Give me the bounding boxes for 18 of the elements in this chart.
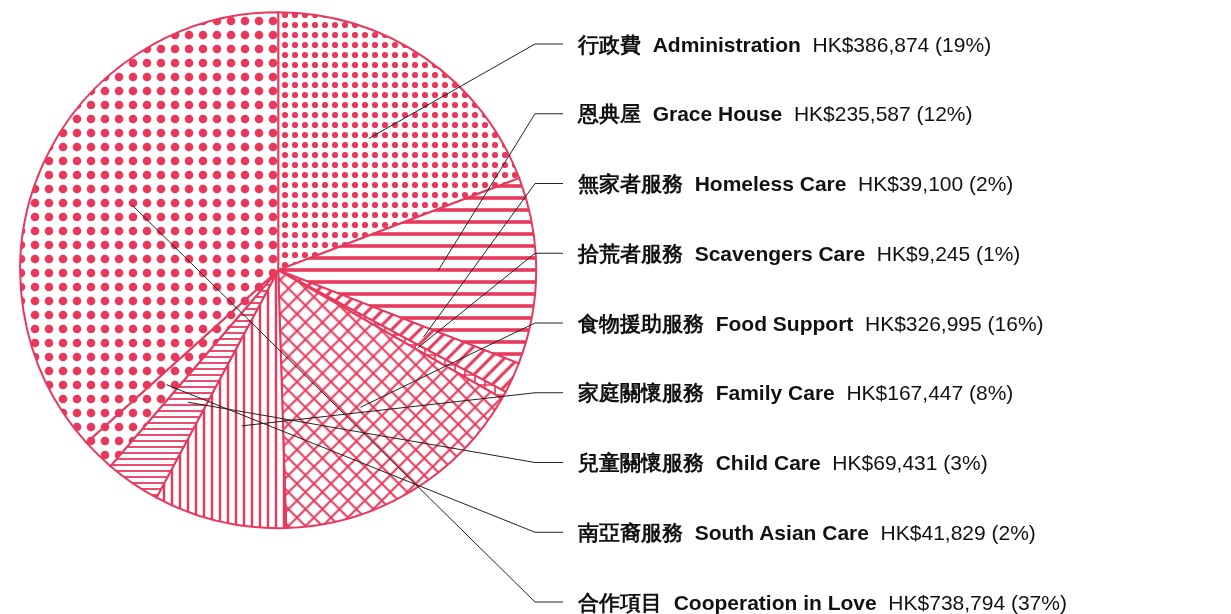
slice-label: 無家者服務 Homeless Care — [577, 172, 847, 195]
data-label: HK$326,995 (16%) — [864, 312, 1044, 335]
slice-label: 合作項目 Cooperation in Love — [577, 591, 877, 614]
data-label: HK$41,829 (2%) — [880, 521, 1036, 544]
slice-label: 兒童關懷服務 Child Care — [577, 451, 821, 474]
slice-label: 拾荒者服務 Scavengers Care — [577, 242, 866, 265]
slice-label: 南亞裔服務 South Asian Care — [577, 521, 869, 544]
slice-label: 恩典屋 Grace House — [577, 102, 783, 125]
data-label: HK$738,794 (37%) — [888, 591, 1067, 614]
slice-label: 行政費 Administration — [577, 33, 801, 56]
data-label: HK$9,245 (1%) — [876, 242, 1021, 265]
data-label: HK$167,447 (8%) — [846, 381, 1014, 404]
data-label: HK$235,587 (12%) — [793, 102, 973, 125]
data-label: HK$69,431 (3%) — [832, 451, 988, 474]
data-label: HK$39,100 (2%) — [858, 172, 1014, 195]
data-label: HK$386,874 (19%) — [812, 33, 992, 56]
slice-label: 家庭關懷服務 Family Care — [577, 381, 835, 404]
slice-label: 食物援助服務 Food Support — [577, 312, 854, 335]
